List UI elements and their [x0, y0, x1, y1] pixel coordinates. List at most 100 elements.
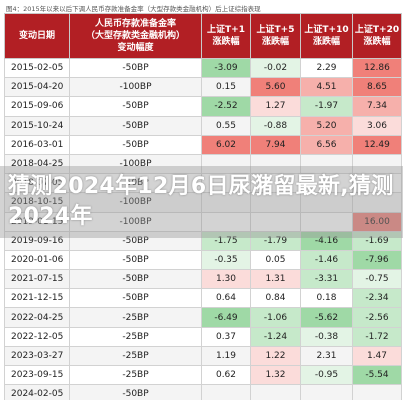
cell-t5: 0.84	[250, 288, 301, 309]
cell-t20: 7.34	[352, 96, 402, 117]
cell-date: 2023-09-15	[4, 364, 70, 386]
cell-rrr-change: -25BP	[69, 364, 202, 386]
header-t20: 上证T+20 涨跌幅	[352, 13, 402, 59]
header-t10: 上证T+10 涨跌幅	[300, 13, 353, 59]
cell-t5	[250, 192, 301, 213]
cell-rrr-change: -50BP	[69, 249, 202, 271]
cell-t10: 6.56	[300, 134, 353, 155]
cell-t10: -5.62	[300, 307, 353, 328]
table-row: 2018-07-05 -50BP	[4, 173, 402, 194]
cell-t5: 1.27	[250, 96, 301, 117]
overlay-headline: 猜测2024年12月6日尿潴留最新,猜测2024年	[8, 174, 394, 229]
table-row: 2022-04-25 -25BP -6.49 -1.06 -5.62 -2.56	[4, 307, 402, 328]
cell-t20	[352, 153, 402, 175]
cell-t1: -6.49	[201, 307, 251, 328]
figure-caption: 图4：2015年以来以后下调人民币存款准备金率（大型存款类金融机构）后上证综指表…	[6, 5, 261, 13]
cell-t1: 0.55	[201, 115, 251, 136]
table-row: 2015-02-05 -50BP -3.09 -0.02 2.29 12.86	[4, 57, 402, 79]
cell-t10: -1.46	[300, 249, 353, 271]
watermark-band	[0, 166, 403, 238]
table-row: 2015-09-06 -50BP -2.52 1.27 -1.97 7.34	[4, 96, 402, 117]
cell-date: 2018-10-15	[4, 192, 70, 213]
cell-t5: -1.24	[250, 326, 301, 347]
cell-t1	[201, 384, 251, 400]
table-row: 2018-04-25 -100BP	[4, 153, 402, 175]
cell-t10: -3.31	[300, 269, 353, 290]
cell-rrr-change: -50BP	[69, 269, 202, 290]
cell-date: 2015-04-20	[4, 77, 70, 98]
table-row: 2021-07-15 -50BP 1.30 1.31 -3.31 -0.75	[4, 269, 402, 290]
cell-t1: 0.15	[201, 77, 251, 98]
cell-rrr-change: -50BP	[69, 96, 202, 117]
cell-t1: 0.62	[201, 364, 251, 386]
cell-rrr-change: -50BP	[69, 384, 202, 400]
cell-rrr-change: -50BP	[69, 115, 202, 136]
cell-t1: -0.35	[201, 249, 251, 271]
cell-t5: -1.79	[250, 230, 301, 251]
data-table-frame: 变动日期 人民币存款准备金率 （大型存款类金融机构） 变动幅度 上证T+1 涨跌幅 上证T+…	[4, 13, 402, 400]
cell-date: 2015-09-06	[4, 96, 70, 117]
cell-date: 2023-03-27	[4, 345, 70, 367]
rrr-cut-table: 变动日期 人民币存款准备金率 （大型存款类金融机构） 变动幅度 上证T+1 涨跌幅 上证T+…	[4, 13, 402, 400]
cell-t10: 5.20	[300, 115, 353, 136]
cell-date: 2021-12-15	[4, 288, 70, 309]
cell-t10: 2.29	[300, 57, 353, 79]
cell-t10: 0.18	[300, 288, 353, 309]
cell-rrr-change: -50BP	[69, 57, 202, 79]
cell-t1: 0.37	[201, 326, 251, 347]
cell-t10: -0.95	[300, 364, 353, 386]
cell-t10: -1.97	[300, 96, 353, 117]
table-row: 2015-04-20 -100BP 0.15 5.60 4.51 8.65	[4, 77, 402, 98]
cell-rrr-change: -100BP	[69, 77, 202, 98]
cell-t5: -1.06	[250, 307, 301, 328]
cell-t20: -7.96	[352, 249, 402, 271]
cell-t5: -0.88	[250, 115, 301, 136]
cell-date: 2018-04-25	[4, 153, 70, 175]
cell-t1: 1.19	[201, 345, 251, 367]
cell-t5: 5.60	[250, 77, 301, 98]
cell-date: 2024-02-05	[4, 384, 70, 400]
header-t1: 上证T+1 涨跌幅	[201, 13, 251, 59]
cell-t10	[300, 192, 353, 213]
table-row: 2023-09-15 -25BP 0.62 1.32 -0.95 -5.54	[4, 364, 402, 386]
cell-rrr-change: -25BP	[69, 345, 202, 367]
cell-t10	[300, 384, 353, 400]
cell-t5	[250, 153, 301, 175]
cell-t20: -0.75	[352, 269, 402, 290]
cell-date: 2020-01-06	[4, 249, 70, 271]
cell-date: 2019-09-16	[4, 230, 70, 251]
table-row: 2018-10-15 -100BP	[4, 192, 402, 213]
table-row: 2022-12-05 -25BP 0.37 -1.24 -0.38 -1.72	[4, 326, 402, 347]
cell-date: 2022-04-25	[4, 307, 70, 328]
cell-rrr-change: -50BP	[69, 288, 202, 309]
cell-rrr-change: -100BP	[69, 192, 202, 213]
cell-date: 2015-02-05	[4, 57, 70, 79]
cell-t20: 3.06	[352, 115, 402, 136]
cell-t1: 0.64	[201, 288, 251, 309]
cell-t1: -2.52	[201, 96, 251, 117]
cell-t10: -0.38	[300, 326, 353, 347]
cell-t20: 12.49	[352, 134, 402, 155]
cell-t5: -0.02	[250, 57, 301, 79]
cell-date: 2015-10-24	[4, 115, 70, 136]
cell-t20: -1.72	[352, 326, 402, 347]
table-row: 2015-10-24 -50BP 0.55 -0.88 5.20 3.06	[4, 115, 402, 136]
header-t5: 上证T+5 涨跌幅	[250, 13, 301, 59]
cell-t20: 1.47	[352, 345, 402, 367]
table-row: 2023-03-27 -25BP 1.19 1.22 2.31 1.47	[4, 345, 402, 367]
cell-t1: -3.09	[201, 57, 251, 79]
cell-t5: 1.32	[250, 364, 301, 386]
cell-t5: 1.22	[250, 345, 301, 367]
cell-t5: 7.94	[250, 134, 301, 155]
cell-t20	[352, 384, 402, 400]
cell-t20: -2.56	[352, 307, 402, 328]
cell-t5: 1.31	[250, 269, 301, 290]
cell-date: 2021-07-15	[4, 269, 70, 290]
cell-date: 2022-12-05	[4, 326, 70, 347]
cell-t20: -2.34	[352, 288, 402, 309]
cell-rrr-change: -50BP	[69, 134, 202, 155]
header-rrr-change: 人民币存款准备金率 （大型存款类金融机构） 变动幅度	[69, 13, 202, 59]
table-row: 2020-01-06 -50BP -0.35 0.05 -1.46 -7.96	[4, 249, 402, 271]
cell-t10: 4.51	[300, 77, 353, 98]
header-date: 变动日期	[4, 13, 70, 59]
